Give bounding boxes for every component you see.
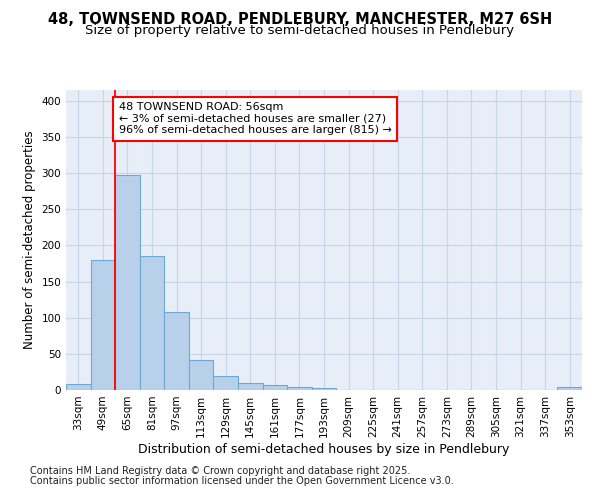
Bar (287, 387, 312, 390)
Text: Size of property relative to semi-detached houses in Pendlebury: Size of property relative to semi-detach… (85, 24, 515, 37)
Text: 48 TOWNSEND ROAD: 56sqm
← 3% of semi-detached houses are smaller (27)
96% of sem: 48 TOWNSEND ROAD: 56sqm ← 3% of semi-det… (119, 102, 392, 136)
Bar (312, 388, 336, 390)
Bar (263, 385, 287, 390)
Bar (214, 376, 238, 390)
Text: Contains public sector information licensed under the Open Government Licence v3: Contains public sector information licen… (30, 476, 454, 486)
Bar (557, 387, 582, 390)
Bar (238, 384, 263, 390)
Y-axis label: Number of semi-detached properties: Number of semi-detached properties (23, 130, 36, 350)
Bar (66, 384, 91, 390)
Bar (164, 312, 189, 390)
Text: Contains HM Land Registry data © Crown copyright and database right 2025.: Contains HM Land Registry data © Crown c… (30, 466, 410, 476)
X-axis label: Distribution of semi-detached houses by size in Pendlebury: Distribution of semi-detached houses by … (139, 442, 509, 456)
Bar (189, 360, 214, 390)
Bar (140, 256, 164, 390)
Bar (115, 174, 140, 390)
Text: 48, TOWNSEND ROAD, PENDLEBURY, MANCHESTER, M27 6SH: 48, TOWNSEND ROAD, PENDLEBURY, MANCHESTE… (48, 12, 552, 28)
Bar (91, 260, 115, 390)
